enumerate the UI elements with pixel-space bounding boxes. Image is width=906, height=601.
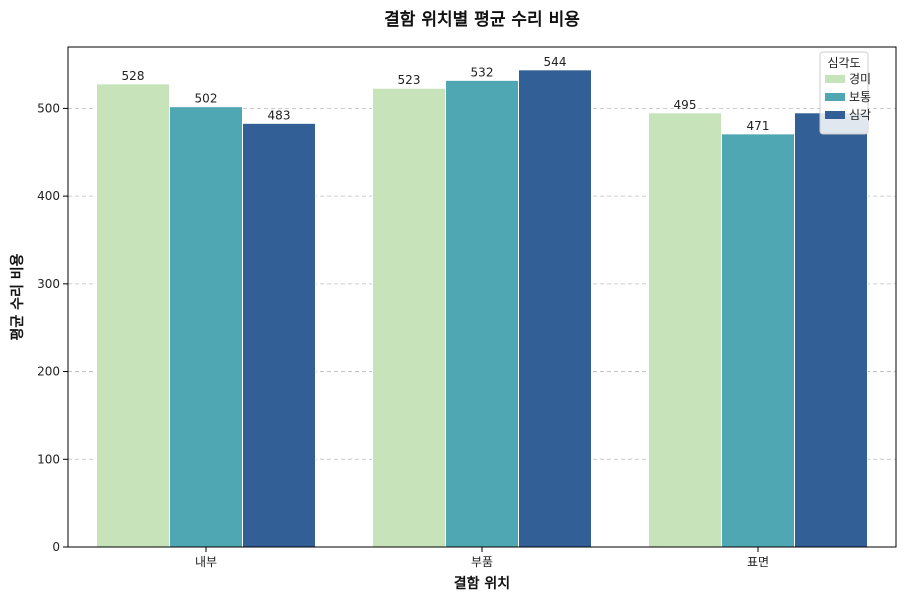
data-label: 523	[398, 73, 421, 87]
data-label: 495	[674, 98, 697, 112]
x-axis: 내부 부품 표면	[195, 547, 769, 569]
bar	[518, 69, 592, 548]
y-tick-label: 100	[37, 452, 60, 466]
legend-swatch	[825, 93, 845, 101]
bar	[721, 133, 795, 548]
data-label: 502	[195, 92, 218, 106]
x-tick-label: 내부	[195, 555, 217, 569]
y-tick-label: 500	[37, 101, 60, 115]
bar	[372, 87, 446, 548]
bar	[169, 106, 243, 548]
y-axis-label: 평균 수리 비용	[9, 253, 26, 340]
y-tick-label: 400	[37, 189, 60, 203]
data-label: 483	[268, 108, 291, 122]
y-tick-label: 200	[37, 365, 60, 379]
legend-title: 심각도	[827, 56, 860, 70]
legend-label: 보통	[849, 90, 871, 104]
data-label: 544	[544, 55, 567, 69]
data-label: 528	[122, 69, 145, 83]
legend-swatch	[825, 75, 845, 83]
bar	[96, 83, 170, 548]
bar	[445, 79, 519, 548]
bar	[794, 112, 868, 548]
bar	[648, 112, 722, 548]
x-axis-label: 결함 위치	[454, 575, 510, 592]
chart-title: 결함 위치별 평균 수리 비용	[384, 9, 580, 30]
bars	[96, 69, 868, 548]
x-tick-label: 부품	[471, 555, 493, 569]
y-tick-label: 300	[37, 277, 60, 291]
bar	[242, 122, 316, 548]
data-labels: 528 502 483 523 532 544 495 471	[122, 55, 770, 133]
x-tick-label: 표면	[747, 555, 769, 569]
y-tick-label: 0	[52, 540, 60, 554]
legend-label: 경미	[849, 72, 871, 86]
legend-label: 심각	[849, 108, 871, 122]
data-label: 532	[471, 65, 494, 79]
y-axis: 0 100 200 300 400 500	[37, 101, 68, 554]
legend-swatch	[825, 111, 845, 119]
data-label: 471	[747, 119, 770, 133]
